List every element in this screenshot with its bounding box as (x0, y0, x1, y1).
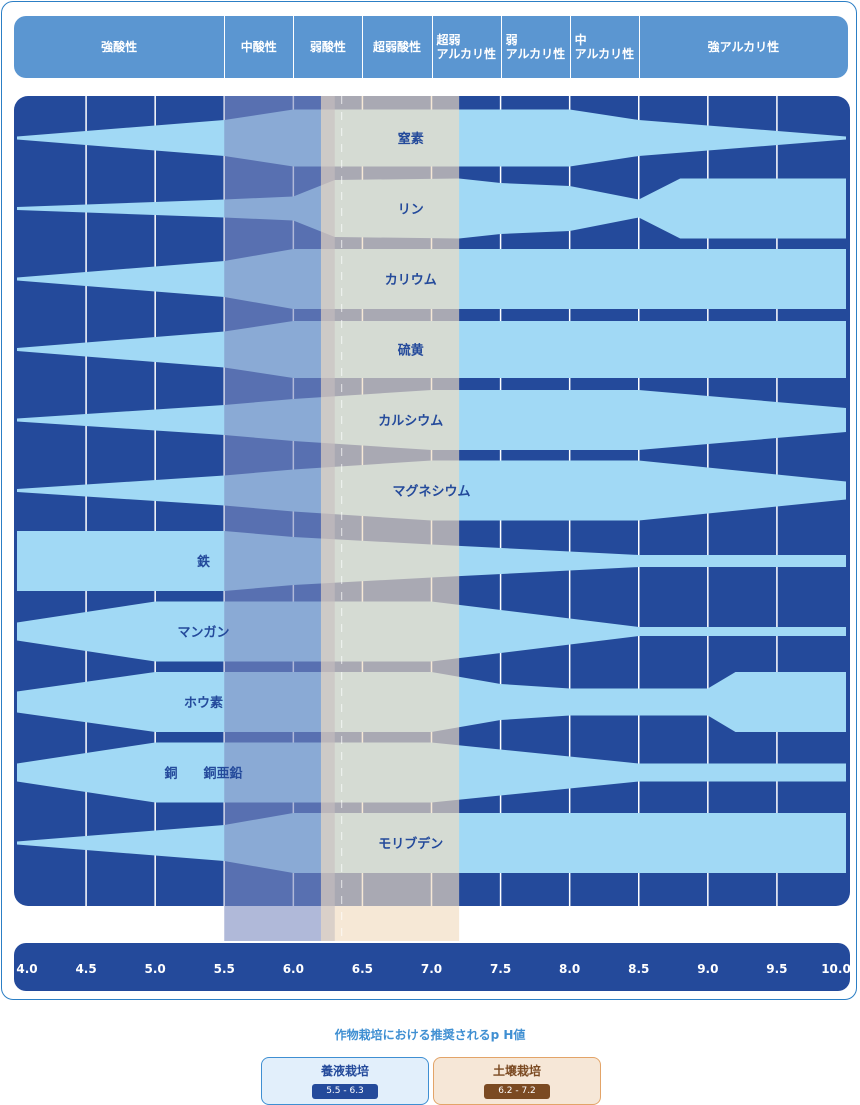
soil-range-overlay (320, 96, 460, 941)
nutrient-label-6: マグネシウム (392, 484, 470, 500)
ph-tick-label: 5.5 (213, 962, 235, 976)
nutrient-label-11: モリブデン (378, 836, 443, 852)
ph-category-header: 強酸性 中酸性 弱酸性 超弱酸性 超弱 アルカリ性弱 アルカリ性中 アルカリ性 強アルカリ… (14, 16, 848, 78)
chart-frame (1, 1, 857, 1000)
ph-tick-label: 9.5 (766, 962, 788, 976)
ph-category-5: 超弱 アルカリ性 (436, 33, 497, 61)
ph-axis-bar (14, 943, 850, 991)
legend-hydroponic-label: 養液栽培 (320, 1064, 369, 1078)
ph-category-4: 超弱酸性 (372, 40, 421, 54)
nutrient-label-5: カルシウム (378, 414, 443, 429)
nutrient-label-4: 硫黄 (398, 343, 424, 359)
recommended-ph-title: 作物栽培における推奨されるp H値 (334, 1028, 526, 1042)
legend-hydroponic: 養液栽培 5.5 - 6.3 (261, 1057, 429, 1105)
ph-category-8: 強アルカリ性 (707, 40, 780, 54)
ph-category-3: 弱酸性 (309, 40, 346, 54)
ph-tick-label: 4.0 (16, 962, 38, 976)
nutrient-label-8: マンガン (178, 626, 230, 641)
ph-category-divider (293, 16, 295, 78)
nutrient-label-7: 鉄 (197, 554, 210, 570)
ph-tick-label: 9.0 (697, 962, 719, 976)
ph-category-divider (569, 16, 571, 78)
ph-category-divider (224, 16, 226, 78)
ph-tick-label: 7.5 (489, 962, 512, 976)
legend-soil: 土壌栽培 6.2 - 7.2 (433, 1057, 601, 1105)
ph-category-1: 強酸性 (101, 40, 138, 54)
ph-category-divider (500, 16, 502, 78)
nutrient-label-2: リン (398, 203, 424, 218)
hydroponic-range-overlay (224, 96, 335, 941)
legend-hydroponic-range: 5.5 - 6.3 (312, 1084, 378, 1099)
ph-tick-label: 6.5 (351, 962, 374, 976)
legend-soil-label: 土壌栽培 (492, 1064, 541, 1078)
legend-soil-range: 6.2 - 7.2 (484, 1084, 550, 1099)
ph-category-2: 中酸性 (240, 40, 277, 54)
ph-category-7: 中 アルカリ性 (574, 33, 635, 61)
nutrient-label-9: ホウ素 (184, 695, 223, 711)
nutrient-label-3: カリウム (385, 273, 437, 288)
ph-tick-label: 6.0 (282, 962, 304, 976)
nutrient-label-1: 窒素 (398, 131, 424, 147)
ph-category-divider (362, 16, 364, 78)
ph-category-divider (431, 16, 433, 78)
ph-category-6: 弱 アルカリ性 (505, 33, 566, 61)
ph-tick-label: 8.0 (559, 962, 581, 976)
ph-tick-label: 5.0 (144, 962, 166, 976)
ph-category-divider (638, 16, 640, 78)
ph-tick-label: 4.5 (75, 962, 97, 976)
ph-tick-label: 8.5 (628, 962, 650, 976)
nutrient-label-10: 銅 銅亜鉛 (165, 766, 243, 782)
ph-tick-label: 7.0 (420, 962, 443, 976)
ph-tick-label: 10.0 (821, 962, 851, 976)
